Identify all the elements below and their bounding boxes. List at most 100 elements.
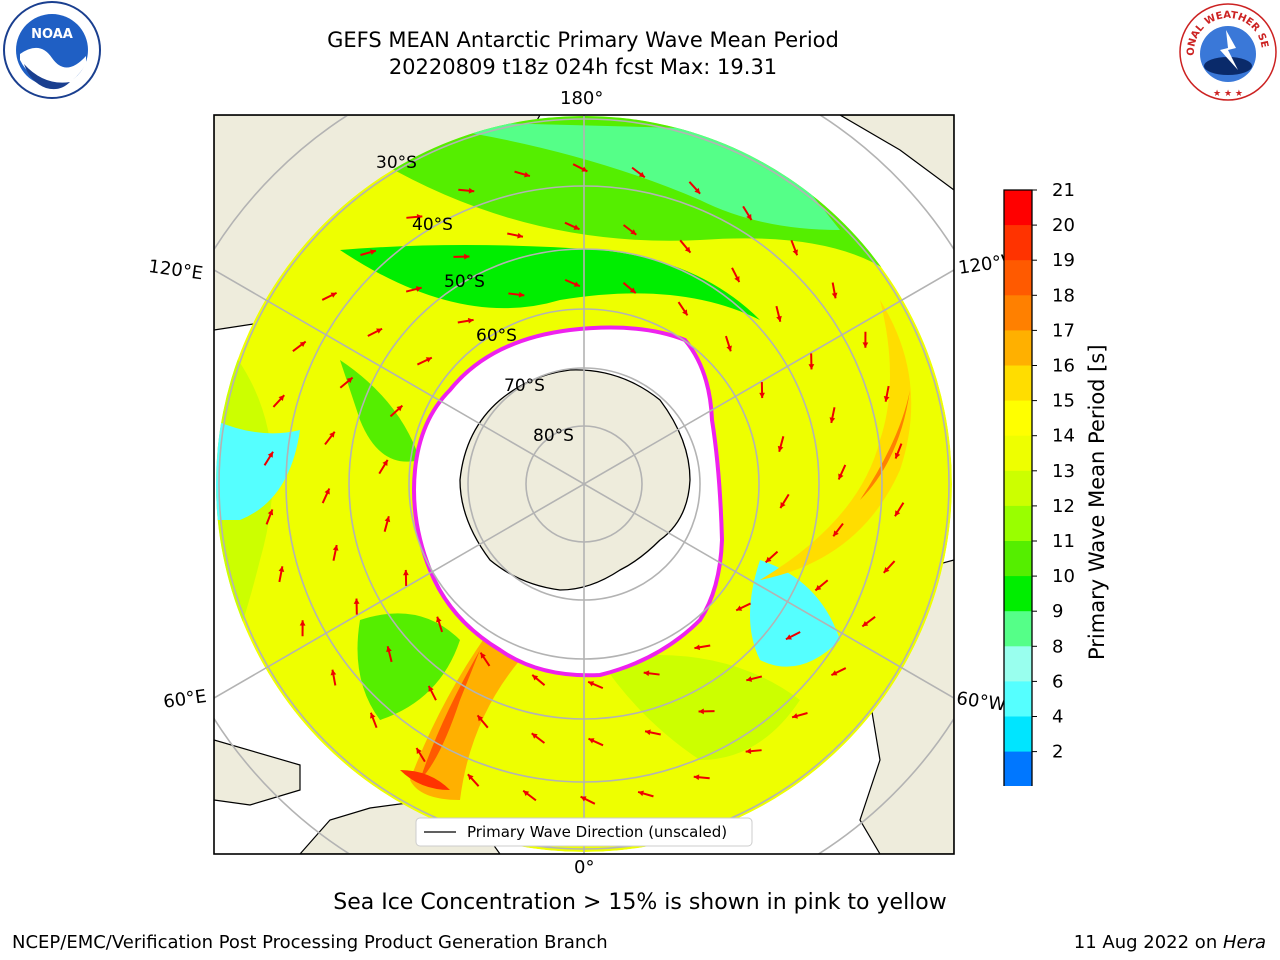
colorbar-tick-label: 13	[1052, 461, 1075, 482]
madagascar-land	[214, 739, 301, 806]
colorbar-tick-label: 14	[1052, 426, 1075, 447]
wave-arrow-head	[831, 292, 838, 299]
wave-arrow-head	[684, 246, 691, 253]
colorbar-tick-label: 8	[1052, 636, 1063, 657]
wave-arrow-head	[734, 276, 740, 283]
wave-arrow-head	[588, 738, 595, 744]
wave-arrow-head	[792, 713, 798, 719]
credit-machine: Hera	[1222, 932, 1266, 953]
lon-label-120e: 120°E	[147, 256, 205, 285]
lat-label-70s: 70°S	[504, 376, 545, 396]
wave-arrow-head	[588, 681, 595, 687]
nws-logo-icon: NATIONAL WEATHER SERVICE ★ ★ ★	[1172, 0, 1277, 101]
credit-right: 11 Aug 2022 on Hera	[1074, 932, 1266, 953]
nws-logo: NATIONAL WEATHER SERVICE ★ ★ ★	[1172, 0, 1280, 104]
wave-arrow-head	[643, 670, 650, 677]
wave-arrow-head	[428, 685, 434, 692]
colorbar-segments	[1003, 189, 1033, 786]
wave-arrow-head	[480, 652, 486, 659]
lat-label-50s: 50°S	[444, 272, 485, 292]
wave-arrow-head	[883, 567, 890, 573]
wave-arrow-head	[382, 459, 388, 466]
wave-arrow-head	[532, 674, 539, 681]
noaa-logo-text: NOAA	[31, 27, 73, 42]
wave-arrow-head	[425, 357, 432, 363]
wave-arrow-head	[467, 317, 474, 324]
colorbar-segment	[1004, 330, 1032, 366]
wave-arrow-head	[267, 509, 274, 516]
colorbar-tick-label: 10	[1052, 566, 1075, 587]
wave-arrow-head	[267, 451, 274, 458]
map-legend: Primary Wave Direction (unscaled)	[415, 817, 753, 847]
wave-arrow-head	[780, 502, 786, 509]
wave-arrow-head	[630, 229, 637, 235]
wave-arrow-head	[862, 620, 869, 627]
wave-arrow-head	[523, 790, 530, 797]
wave-arrow-head	[726, 345, 732, 352]
wave-arrow-head	[386, 646, 392, 653]
wave-arrow-head	[524, 171, 530, 178]
wave-arrow-head	[629, 287, 636, 294]
wave-arrow-head	[477, 715, 484, 722]
noaa-logo: NOAA	[0, 0, 104, 104]
wave-arrow-head	[894, 452, 901, 459]
colorbar-segment	[1004, 400, 1032, 437]
colorbar-tick-label: 11	[1052, 531, 1075, 552]
wave-arrow-head	[815, 584, 822, 591]
wave-arrow-head	[278, 395, 285, 401]
lon-label-180: 180°	[560, 88, 604, 109]
lat-label-80s: 80°S	[533, 426, 574, 446]
lat-label-30s: 30°S	[376, 153, 417, 173]
chart-title: GEFS MEAN Antarctic Primary Wave Mean Pe…	[327, 28, 839, 52]
colorbar: 21 20 19 18 17 16 15 14 13 12 11 10 9 8 6 4 2	[1003, 182, 1075, 786]
colorbar-tick-label: 20	[1052, 215, 1075, 236]
wave-arrow-head	[464, 253, 470, 260]
wave-arrow-head	[370, 249, 376, 255]
wave-arrow-head	[746, 676, 753, 682]
wave-arrow-head	[693, 774, 700, 781]
noaa-logo-icon: NOAA	[3, 1, 101, 99]
wave-arrow-head	[531, 733, 538, 739]
wave-arrow-head	[745, 748, 752, 754]
wave-arrow-head	[581, 166, 588, 172]
wave-arrow-head	[862, 342, 869, 348]
wave-arrow-head	[346, 377, 353, 384]
wave-arrow-head	[645, 729, 651, 736]
wave-arrow-head	[330, 669, 337, 676]
wave-direction-arrows	[263, 163, 905, 805]
colorbar-segment	[1004, 681, 1032, 717]
lon-label-0: 0°	[574, 857, 595, 878]
wave-arrow-head	[883, 396, 890, 402]
wave-arrow-head	[785, 634, 792, 640]
lat-label-40s: 40°S	[412, 215, 453, 235]
wave-arrow-head	[694, 187, 701, 194]
legend-label: Primary Wave Direction (unscaled)	[467, 823, 727, 841]
colorbar-tick-label: 19	[1052, 250, 1075, 271]
colorbar-tick-label: 2	[1052, 742, 1063, 763]
colorbar-segment	[1004, 225, 1032, 261]
colorbar-segment	[1004, 541, 1032, 577]
wave-arrow-head	[808, 364, 815, 370]
colorbar-border	[1003, 189, 1033, 786]
wave-arrow-head	[324, 488, 330, 495]
wave-arrow-head	[833, 530, 839, 537]
wave-arrow-head	[517, 232, 523, 239]
wave-arrow-head	[838, 473, 844, 480]
wave-arrow-head	[698, 708, 704, 715]
wave-arrow-head	[776, 315, 782, 322]
wave-arrow-head	[638, 790, 644, 797]
colorbar-tick-label: 17	[1052, 320, 1075, 341]
colorbar-segment	[1004, 470, 1032, 507]
colorbar-segment	[1004, 751, 1032, 786]
colorbar-segment	[1004, 646, 1032, 682]
colorbar-segment	[1004, 260, 1032, 296]
colorbar-segment	[1004, 576, 1032, 612]
wave-arrow-head	[403, 569, 409, 576]
wave-arrow-head	[332, 545, 339, 551]
wave-arrow-head	[416, 748, 422, 754]
colorbar-segment	[1004, 611, 1032, 647]
colorbar-segment	[1004, 295, 1032, 331]
wave-arrow-head	[329, 431, 335, 438]
colorbar-segment	[1004, 435, 1032, 472]
wave-arrow-head	[831, 670, 838, 676]
